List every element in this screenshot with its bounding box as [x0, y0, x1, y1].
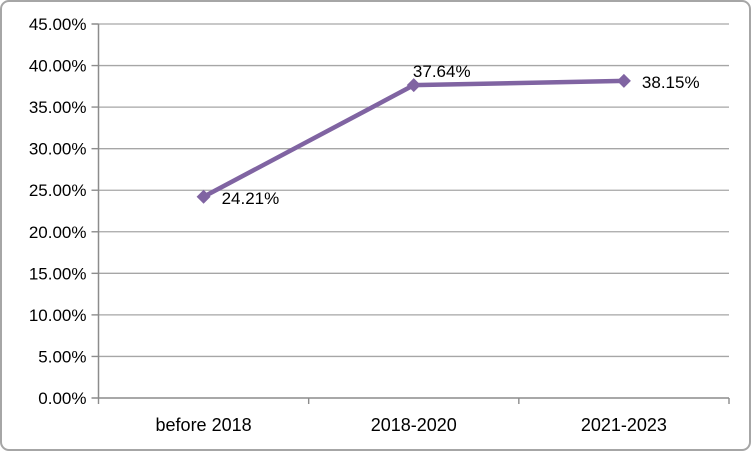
- data-point-label: 38.15%: [642, 73, 700, 92]
- y-axis-tick-label: 25.00%: [29, 181, 87, 200]
- data-point-label: 37.64%: [413, 62, 471, 81]
- data-point-label: 24.21%: [222, 189, 280, 208]
- x-axis-category-label: 2018-2020: [371, 415, 457, 435]
- y-axis-tick-label: 45.00%: [29, 15, 87, 34]
- y-axis-tick-label: 40.00%: [29, 57, 87, 76]
- y-axis-tick-label: 10.00%: [29, 306, 87, 325]
- y-axis-tick-label: 0.00%: [38, 389, 86, 408]
- data-point-marker: [196, 189, 211, 204]
- y-axis-tick-label: 20.00%: [29, 223, 87, 242]
- x-axis-category-label: before 2018: [156, 415, 252, 435]
- data-point-marker: [616, 73, 631, 88]
- series-line: [201, 78, 627, 200]
- y-axis-tick-label: 15.00%: [29, 264, 87, 283]
- data-point-marker: [406, 78, 421, 93]
- y-axis-tick-label: 5.00%: [38, 347, 86, 366]
- y-axis-tick-label: 30.00%: [29, 140, 87, 159]
- x-axis-category-label: 2021-2023: [581, 415, 667, 435]
- y-axis-tick-label: 35.00%: [29, 98, 87, 117]
